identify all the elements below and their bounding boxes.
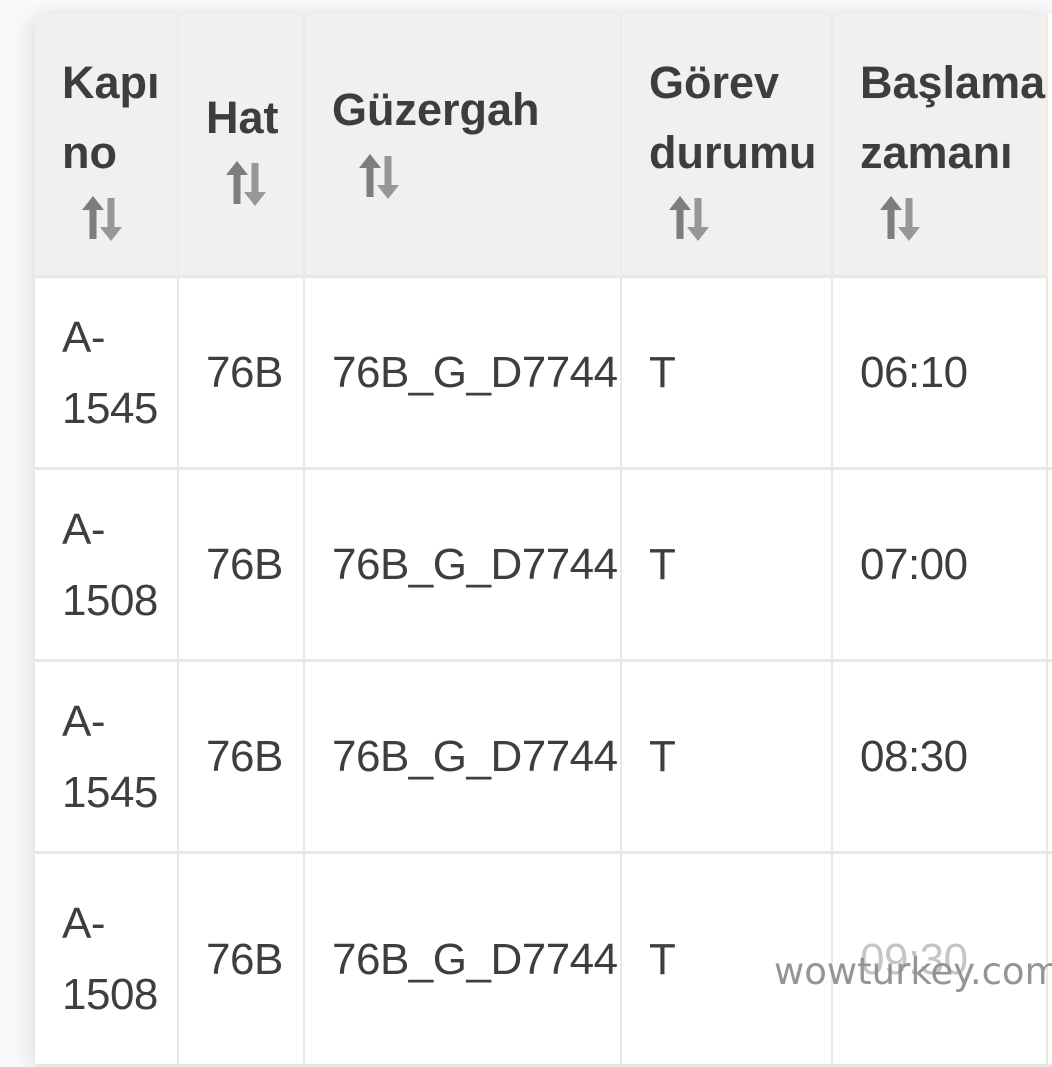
cell-gate-no: A-1508 xyxy=(35,854,179,1067)
cell-line: 76B xyxy=(179,470,305,662)
cell-duty-status: T xyxy=(622,662,833,854)
cell-gate-no: A-1545 xyxy=(35,278,179,470)
table-header-row: Kapı no Hat xyxy=(35,14,1052,278)
cell-gate-no: A-1545 xyxy=(35,662,179,854)
cell-duty-status: T xyxy=(622,278,833,470)
sort-icon xyxy=(80,194,171,242)
sort-icon xyxy=(667,194,825,242)
schedule-table-card: Kapı no Hat xyxy=(35,14,1052,1067)
cell-route: 76B_G_D7744 xyxy=(305,662,622,854)
column-header-label: Kapı no xyxy=(62,56,160,178)
cell-line: 76B xyxy=(179,278,305,470)
cell-line: 76B xyxy=(179,662,305,854)
schedule-table: Kapı no Hat xyxy=(35,14,1052,1067)
table-row: A-1508 76B 76B_G_D7744 T 09:30 xyxy=(35,854,1052,1067)
cell-gate-no: A-1508 xyxy=(35,470,179,662)
sort-icon xyxy=(224,159,297,207)
cell-route: 76B_G_D7744 xyxy=(305,854,622,1067)
table-row: A-1545 76B 76B_G_D7744 T 06:10 xyxy=(35,278,1052,470)
sort-icon xyxy=(357,152,401,200)
cropped-cell-stub xyxy=(1048,470,1052,662)
cell-route: 76B_G_D7744 xyxy=(305,278,622,470)
column-header-start-time[interactable]: Başlama zamanı xyxy=(833,14,1048,278)
cell-start-time: 06:10 xyxy=(833,278,1048,470)
column-header-label: Görev durumu xyxy=(649,56,817,178)
column-header-label: Hat xyxy=(206,91,279,143)
column-header-label: Güzergah xyxy=(332,83,540,135)
column-header-label: Başlama zamanı xyxy=(860,56,1046,178)
cell-duty-status: T xyxy=(622,854,833,1067)
cell-line: 76B xyxy=(179,854,305,1067)
page-root: { "watermark": "wowturkey.com", "table":… xyxy=(35,14,1052,1067)
sort-icon xyxy=(878,194,1040,242)
column-header-line[interactable]: Hat xyxy=(179,14,305,278)
column-header-duty-status[interactable]: Görev durumu xyxy=(622,14,833,278)
column-header-route[interactable]: Güzergah xyxy=(305,14,622,278)
cropped-cell-stub xyxy=(1048,662,1052,854)
cell-start-time: 09:30 xyxy=(833,854,1048,1067)
cropped-cell-stub xyxy=(1048,278,1052,470)
cell-start-time: 07:00 xyxy=(833,470,1048,662)
table-row: A-1508 76B 76B_G_D7744 T 07:00 xyxy=(35,470,1052,662)
cell-duty-status: T xyxy=(622,470,833,662)
cell-route: 76B_G_D7744 xyxy=(305,470,622,662)
cropped-cell-stub xyxy=(1048,854,1052,1067)
table-row: A-1545 76B 76B_G_D7744 T 08:30 xyxy=(35,662,1052,854)
column-header-gate-no[interactable]: Kapı no xyxy=(35,14,179,278)
cell-start-time: 08:30 xyxy=(833,662,1048,854)
cropped-column-stub xyxy=(1048,14,1052,278)
